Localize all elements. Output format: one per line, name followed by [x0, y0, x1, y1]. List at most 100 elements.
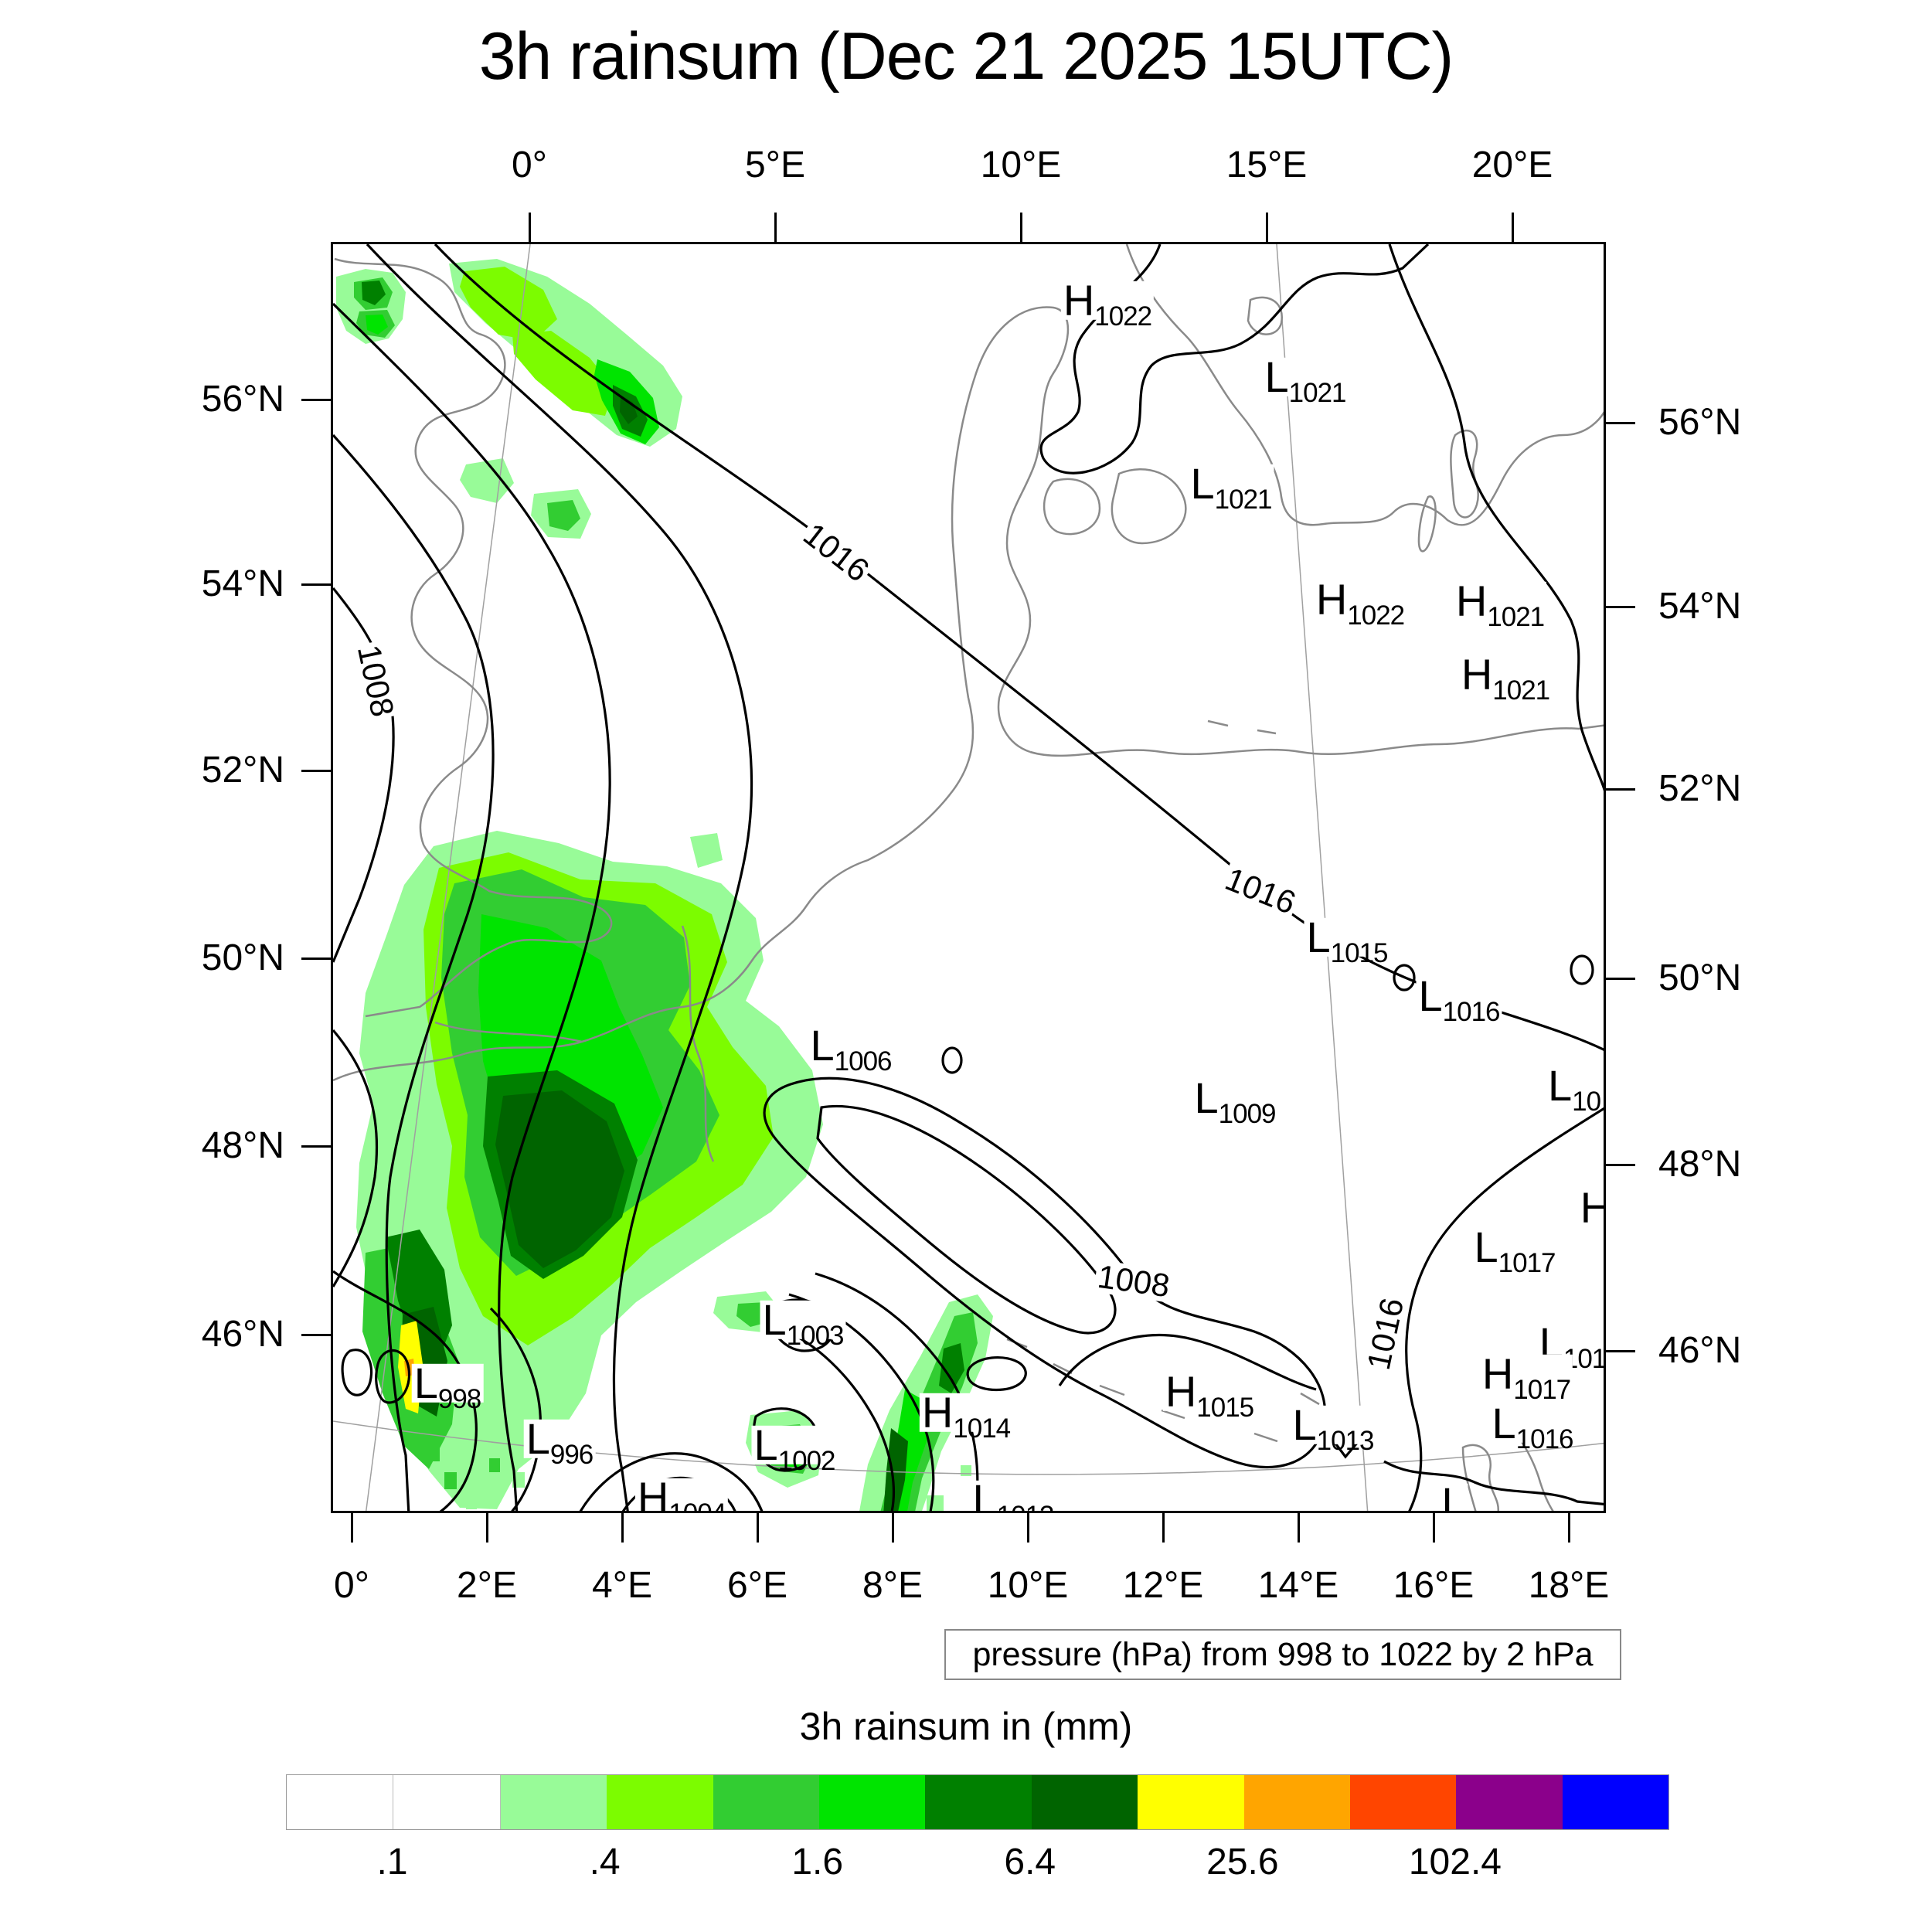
right-axis-label: 48°N: [1658, 1144, 1742, 1185]
pressure-value: 1015: [1330, 937, 1389, 968]
top-axis-tick: [1512, 213, 1514, 242]
left-axis-label: 54°N: [201, 563, 284, 604]
map-canvas: H1022L1021L1021H1022LH1021H1021L1015L101…: [331, 242, 1606, 1513]
bottom-axis-label: 14°E: [1257, 1565, 1339, 1606]
top-axis-tick: [1020, 213, 1022, 242]
bottom-axis-label: 4°E: [592, 1565, 652, 1606]
colorbar-cell-4: [713, 1775, 819, 1829]
isobar-bottom-right: [1383, 1460, 1604, 1506]
pressure-marker-l-1016: L1016: [1489, 1401, 1576, 1453]
isobar-alps-2: [771, 1324, 895, 1511]
gridline-meridian-15E: [1276, 244, 1369, 1511]
top-axis-tick: [529, 213, 531, 242]
alps-relief-5: [1300, 1392, 1320, 1406]
contour-label-1016: 1016: [795, 515, 877, 590]
isobar-islet-3: [1393, 964, 1416, 992]
pressure-marker-h-1021: H1021: [1453, 579, 1547, 631]
left-axis-tick: [301, 1334, 331, 1336]
contour-label-1008: 1008: [1093, 1258, 1175, 1304]
pressure-marker-l: L: [1439, 1481, 1468, 1511]
pressure-value: 1017: [1498, 1247, 1556, 1278]
left-axis-tick: [301, 583, 331, 586]
pressure-letter: L: [413, 1358, 438, 1407]
pressure-value: 1002: [777, 1445, 836, 1476]
alps-relief-4: [1253, 1432, 1278, 1443]
right-axis-tick: [1606, 978, 1635, 980]
isobar-1014: [366, 244, 753, 1511]
pressure-marker-l-996: L996: [523, 1417, 596, 1468]
right-axis-tick: [1606, 1164, 1635, 1166]
contour-label-1016: 1016: [1360, 1293, 1410, 1375]
colorbar-cell-2: [500, 1775, 607, 1829]
pressure-marker-l-1021: L1021: [1188, 461, 1274, 513]
pressure-letter: H: [1580, 1183, 1604, 1232]
pressure-value: 1009: [1218, 1098, 1277, 1129]
pressure-marker-h-1021: H1021: [1458, 652, 1553, 704]
left-axis-tick: [301, 1145, 331, 1148]
pressure-value: 1004: [668, 1498, 726, 1511]
pressure-letter: L: [762, 1294, 787, 1344]
pressure-marker-l-1017: L1017: [1471, 1225, 1558, 1277]
left-axis-label: 56°N: [201, 379, 284, 420]
isobar-1018-ne: [1388, 244, 1604, 791]
coast-jutland: [951, 306, 1070, 753]
alps-relief-2: [1161, 1409, 1185, 1420]
island-fyn: [1043, 478, 1101, 536]
pressure-letter: L: [1492, 1398, 1516, 1447]
colorbar-tick-label: 1.6: [791, 1842, 844, 1883]
legend-title: 3h rainsum in (mm): [799, 1705, 1133, 1748]
isobar-1012: [333, 302, 611, 1511]
pressure-letter: L: [810, 1020, 835, 1070]
pressure-letter: H: [921, 1387, 954, 1437]
map-label-layer: H1022L1021L1021H1022LH1021H1021L1015L101…: [333, 244, 1604, 1511]
isobar-tiny-loop: [341, 1349, 373, 1396]
pressure-value: 1021: [1487, 601, 1545, 632]
coast-nw-europe: [333, 697, 975, 1082]
pressure-letter: L: [753, 1420, 778, 1469]
left-axis-label: 46°N: [201, 1314, 284, 1355]
gridline-meridian-0E: [366, 244, 531, 1511]
top-axis-label: 15°E: [1226, 145, 1308, 185]
pressure-value: 1021: [1288, 377, 1347, 408]
pressure-letter: L: [1190, 458, 1215, 508]
right-axis-label: 52°N: [1658, 768, 1742, 809]
right-axis-label: 54°N: [1658, 586, 1742, 627]
isobar-1016-right: [1405, 1107, 1604, 1511]
colorbar-cell-0: [287, 1775, 394, 1829]
pressure-caption-text: pressure (hPa) from 998 to 1022 by 2 hPa: [972, 1635, 1594, 1673]
pressure-letter: L: [1292, 1400, 1317, 1449]
pressure-letter: L: [1418, 971, 1443, 1020]
bottom-axis-label: 12°E: [1122, 1565, 1204, 1606]
colorbar-cell-9: [1243, 1775, 1350, 1829]
isobar-1014-dome: [1058, 1333, 1317, 1391]
pressure-letter: L: [1441, 1478, 1466, 1513]
pressure-value: 1006: [834, 1046, 893, 1077]
lake-vanern: [1247, 296, 1284, 335]
pressure-marker-l-1002: L1002: [751, 1423, 838, 1475]
bottom-axis-label: 8°E: [862, 1565, 923, 1606]
right-axis-tick: [1606, 788, 1635, 791]
left-axis-tick: [301, 399, 331, 401]
bottom-axis-label: 0°: [334, 1565, 369, 1606]
isobar-1020-kattegat: [1039, 244, 1430, 474]
left-axis-tick: [301, 770, 331, 772]
left-axis-label: 52°N: [201, 750, 284, 791]
pressure-value: 1016: [1442, 996, 1501, 1027]
right-axis-tick: [1606, 422, 1635, 424]
bottom-axis-label: 2°E: [457, 1565, 517, 1606]
pressure-value: 1017: [1513, 1374, 1571, 1405]
isobar-1008-kidney: [763, 1077, 1326, 1469]
pressure-marker-l-998: L998: [411, 1361, 484, 1413]
pressure-letter: H: [1063, 275, 1095, 325]
island-oland: [1417, 495, 1437, 553]
bottom-axis-tick: [1298, 1513, 1300, 1543]
pressure-letter: L: [1474, 1222, 1498, 1271]
colorbar-tick-label: 102.4: [1408, 1842, 1502, 1883]
pressure-marker-l-1013: L1013: [970, 1478, 1056, 1511]
pressure-marker-h-1015: H1015: [1162, 1369, 1257, 1421]
pressure-value: 1003: [786, 1320, 845, 1351]
alps-relief-1: [1099, 1384, 1125, 1396]
bottom-axis-tick: [1162, 1513, 1165, 1543]
pressure-marker-l-1021: L1021: [1262, 355, 1349, 406]
right-axis-label: 46°N: [1658, 1330, 1742, 1371]
